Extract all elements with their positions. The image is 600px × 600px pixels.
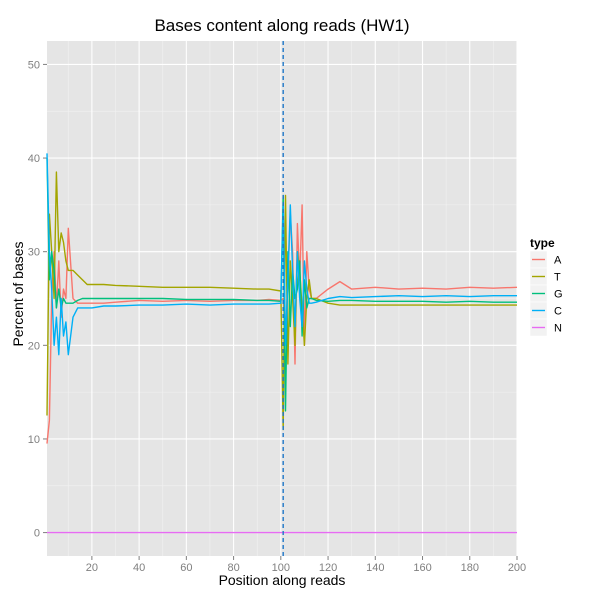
legend-label-n: N xyxy=(554,323,562,335)
x-tick-label: 180 xyxy=(461,562,479,574)
legend-label-t: T xyxy=(554,272,561,284)
y-tick-label: 0 xyxy=(34,528,40,540)
y-tick-label: 20 xyxy=(28,340,40,352)
x-tick-label: 100 xyxy=(272,562,290,574)
legend-label-a: A xyxy=(554,255,562,267)
y-tick-label: 10 xyxy=(28,434,40,446)
x-tick-label: 40 xyxy=(133,562,145,574)
x-tick-label: 160 xyxy=(413,562,431,574)
x-tick-label: 20 xyxy=(86,562,98,574)
x-tick-label: 60 xyxy=(180,562,192,574)
series-line-c xyxy=(46,153,517,356)
chart-title: Bases content along reads (HW1) xyxy=(154,16,410,35)
legend-label-c: C xyxy=(554,306,562,318)
y-tick-label: 30 xyxy=(28,247,40,259)
x-tick-label: 140 xyxy=(366,562,384,574)
x-axis-label: Position along reads xyxy=(218,572,346,588)
legend-title: type xyxy=(530,236,555,250)
y-tick-label: 50 xyxy=(28,59,40,71)
y-tick-label: 40 xyxy=(28,153,40,165)
x-tick-label: 200 xyxy=(508,562,526,574)
x-tick-label: 80 xyxy=(227,562,239,574)
legend-label-g: G xyxy=(554,289,563,301)
x-tick-label: 120 xyxy=(319,562,337,574)
